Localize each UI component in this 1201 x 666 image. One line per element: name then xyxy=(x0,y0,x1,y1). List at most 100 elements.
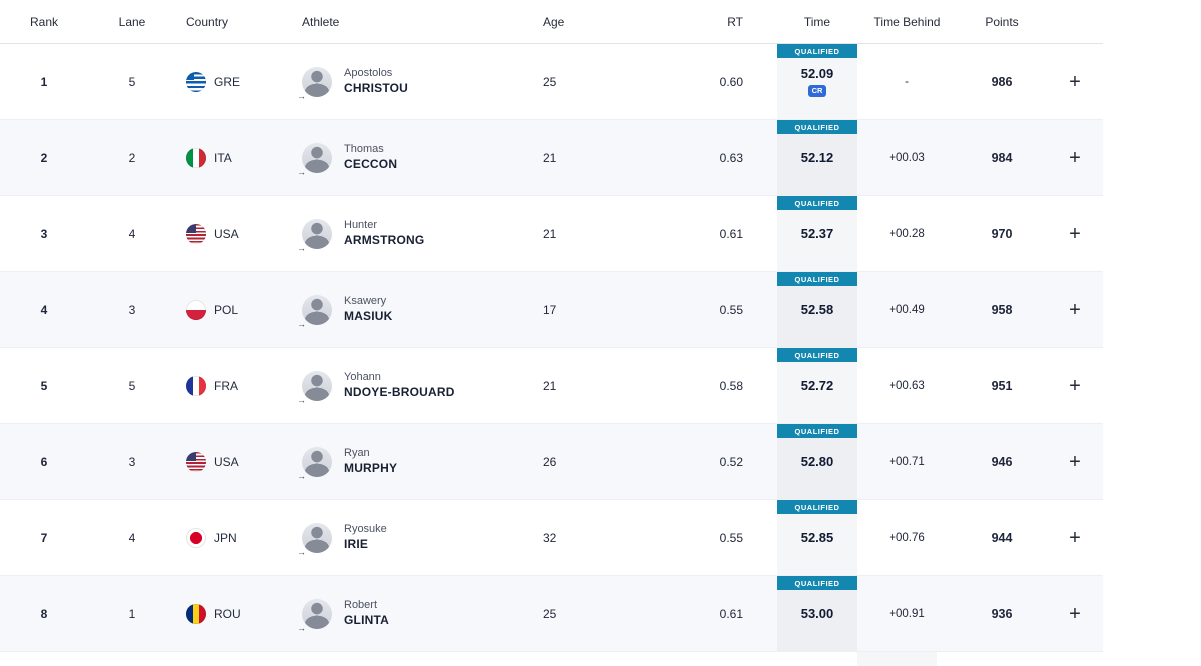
expand-cell: + xyxy=(1047,576,1103,651)
age-cell: 17 xyxy=(543,302,557,317)
athlete-last-name: NDOYE-BROUARD xyxy=(344,384,455,399)
athlete-last-name: CHRISTOU xyxy=(344,80,409,95)
reaction-time-cell: 0.55 xyxy=(719,302,743,317)
header-country: Country xyxy=(186,14,229,29)
athlete-name: Apostolos CHRISTOU xyxy=(344,67,408,96)
header-time-behind: Time Behind xyxy=(873,14,941,29)
header-rank: Rank xyxy=(29,14,58,29)
qualified-badge: QUALIFIED xyxy=(777,196,857,210)
athlete-first-name: Apostolos xyxy=(344,67,393,80)
expand-row-button[interactable]: + xyxy=(1065,448,1085,476)
athlete-cell[interactable]: → Yohann NDOYE-BROUARD xyxy=(290,348,530,423)
athlete-cell[interactable]: → Hunter ARMSTRONG xyxy=(290,196,530,271)
lane-cell: 4 xyxy=(128,226,136,241)
athlete-arrow-icon: → xyxy=(297,394,306,405)
athlete-last-name: IRIE xyxy=(344,536,369,551)
table-row: 1 5 GRE → Apostolos CHRISTOU 25 0.60 QUA… xyxy=(0,44,1103,120)
rank-cell: 2 xyxy=(40,150,48,165)
athlete-arrow-icon: → xyxy=(297,546,306,557)
rank-cell: 6 xyxy=(40,454,48,469)
age-cell: 25 xyxy=(543,74,557,89)
expand-row-button[interactable]: + xyxy=(1065,68,1085,96)
header-age: Age xyxy=(543,14,565,29)
athlete-avatar: → xyxy=(297,294,332,329)
athlete-first-name: Ryan xyxy=(344,447,370,460)
qualified-badge: QUALIFIED xyxy=(777,500,857,514)
time-behind-cell: +00.49 xyxy=(889,303,925,316)
lane-cell: 3 xyxy=(128,302,136,317)
country-cell: USA xyxy=(176,424,290,499)
points-cell: 970 xyxy=(991,226,1013,241)
time-cell: QUALIFIED 52.80 xyxy=(777,424,857,499)
expand-row-button[interactable]: + xyxy=(1065,600,1085,628)
flag-icon xyxy=(186,527,206,548)
athlete-cell[interactable]: → Ksawery MASIUK xyxy=(290,272,530,347)
lane-cell: 5 xyxy=(128,378,136,393)
next-row-pad xyxy=(0,652,857,666)
qualified-badge: QUALIFIED xyxy=(777,272,857,286)
table-row: 7 4 JPN → Ryosuke IRIE 32 0.55 QUALIFIED… xyxy=(0,500,1103,576)
athlete-first-name: Ryosuke xyxy=(344,523,387,536)
time-cell: QUALIFIED 52.12 xyxy=(777,120,857,195)
country-code: USA xyxy=(214,454,239,469)
qualified-badge: QUALIFIED xyxy=(777,424,857,438)
country-cell: GRE xyxy=(176,44,290,119)
expand-cell: + xyxy=(1047,500,1103,575)
flag-icon xyxy=(186,71,206,92)
athlete-name: Ryosuke IRIE xyxy=(344,523,387,552)
athlete-cell[interactable]: → Thomas CECCON xyxy=(290,120,530,195)
expand-row-button[interactable]: + xyxy=(1065,220,1085,248)
flag-icon xyxy=(186,147,206,168)
athlete-name: Yohann NDOYE-BROUARD xyxy=(344,371,455,400)
results-table-body: 1 5 GRE → Apostolos CHRISTOU 25 0.60 QUA… xyxy=(0,44,1103,652)
points-cell: 951 xyxy=(991,378,1013,393)
time-value: 52.80 xyxy=(800,454,834,469)
table-row: 2 2 ITA → Thomas CECCON 21 0.63 QUALIFIE… xyxy=(0,120,1103,196)
time-behind-cell: +00.28 xyxy=(889,227,925,240)
points-cell: 984 xyxy=(991,150,1013,165)
results-table: Rank Lane Country Athlete Age RT Time Ti… xyxy=(0,14,1103,666)
athlete-avatar: → xyxy=(297,522,332,557)
reaction-time-cell: 0.52 xyxy=(719,454,743,469)
athlete-first-name: Hunter xyxy=(344,219,378,232)
athlete-cell[interactable]: → Ryan MURPHY xyxy=(290,424,530,499)
country-code: FRA xyxy=(214,378,238,393)
athlete-cell[interactable]: → Ryosuke IRIE xyxy=(290,500,530,575)
expand-row-button[interactable]: + xyxy=(1065,524,1085,552)
flag-icon xyxy=(186,299,206,320)
table-row: 8 1 ROU → Robert GLINTA 25 0.61 QUALIFIE… xyxy=(0,576,1103,652)
time-cell: QUALIFIED 52.58 xyxy=(777,272,857,347)
rank-cell: 3 xyxy=(40,226,48,241)
expand-row-button[interactable]: + xyxy=(1065,144,1085,172)
header-time: Time xyxy=(803,14,831,29)
table-row: 5 5 FRA → Yohann NDOYE-BROUARD 21 0.58 Q… xyxy=(0,348,1103,424)
time-cell: QUALIFIED 52.37 xyxy=(777,196,857,271)
time-cell: QUALIFIED 52.85 xyxy=(777,500,857,575)
time-behind-cell: - xyxy=(905,75,909,88)
country-code: JPN xyxy=(214,530,237,545)
country-code: POL xyxy=(214,302,239,317)
athlete-last-name: GLINTA xyxy=(344,612,389,627)
expand-row-button[interactable]: + xyxy=(1065,372,1085,400)
flag-icon xyxy=(186,223,206,244)
header-points: Points xyxy=(985,14,1019,29)
points-cell: 986 xyxy=(991,74,1013,89)
reaction-time-cell: 0.60 xyxy=(719,74,743,89)
flag-icon xyxy=(186,375,206,396)
expand-row-button[interactable]: + xyxy=(1065,296,1085,324)
country-code: USA xyxy=(214,226,239,241)
athlete-cell[interactable]: → Apostolos CHRISTOU xyxy=(290,44,530,119)
time-behind-cell: +00.03 xyxy=(889,151,925,164)
rank-cell: 1 xyxy=(40,74,48,89)
country-cell: ROU xyxy=(176,576,290,651)
athlete-cell[interactable]: → Robert GLINTA xyxy=(290,576,530,651)
athlete-avatar: → xyxy=(297,446,332,481)
points-cell: 936 xyxy=(991,606,1013,621)
time-cell: QUALIFIED 52.09 CR xyxy=(777,44,857,119)
reaction-time-cell: 0.63 xyxy=(719,150,743,165)
time-behind-cell: +00.91 xyxy=(889,607,925,620)
next-row-partial xyxy=(0,652,1103,666)
athlete-arrow-icon: → xyxy=(297,622,306,633)
athlete-last-name: CECCON xyxy=(344,156,398,171)
country-code: GRE xyxy=(214,74,241,89)
